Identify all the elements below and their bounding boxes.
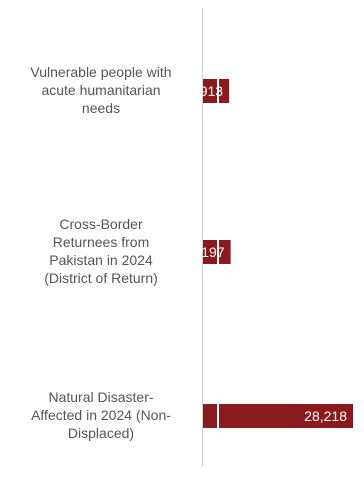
bar-stripe-2 (217, 240, 219, 264)
category-label-3: Natural Disaster- Affected in 2024 (Non- D… (31, 389, 171, 441)
category-label-line: Affected in 2024 (Non- (31, 407, 171, 423)
bar-3 (203, 404, 353, 428)
category-label-line: Vulnerable people with (30, 64, 171, 80)
bar-2 (203, 240, 231, 264)
bar-stripe-1 (217, 79, 219, 103)
category-label-line: Natural Disaster- (48, 389, 153, 405)
value-label-3: 28,218 (304, 408, 347, 424)
value-label-1: 4,913 (188, 83, 223, 99)
category-label-line: needs (82, 100, 120, 116)
category-label-line: Displaced) (68, 425, 134, 441)
category-label-line: Pakistan in 2024 (49, 252, 153, 268)
category-label-line: (District of Return) (44, 270, 158, 286)
bar-stripe-3 (217, 404, 219, 428)
category-label-2: Cross-Border Returnees from Pakistan in 20… (44, 216, 158, 286)
value-label-2: 5,197 (190, 244, 225, 260)
category-label-line: Returnees from (53, 234, 149, 250)
category-label-line: Cross-Border (59, 216, 143, 232)
category-label-line: acute humanitarian (41, 82, 160, 98)
category-label-1: Vulnerable people with acute humanitarian… (30, 64, 171, 116)
bar-1 (203, 79, 230, 103)
